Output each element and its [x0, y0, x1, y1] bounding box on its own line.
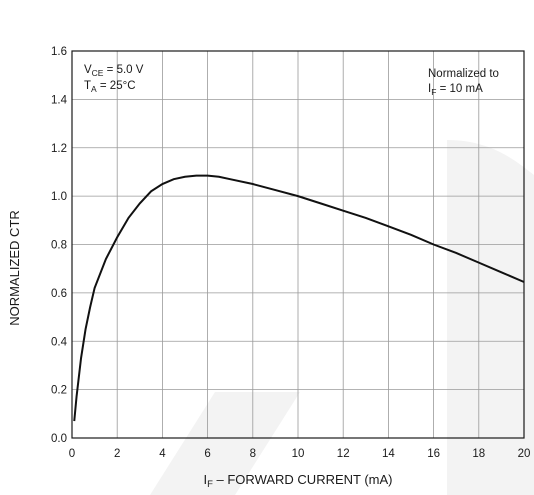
normalization-line2: IF = 10 mA	[428, 83, 483, 97]
conditions-ta: TA = 25°C	[84, 80, 136, 94]
series-line-normalized-ctr	[73, 174, 525, 422]
x-tick-label: 8	[250, 448, 256, 460]
conditions-vce: VCE = 5.0 V	[84, 64, 144, 78]
x-tick-label: 6	[204, 448, 210, 460]
y-tick-label: 0.0	[51, 433, 67, 445]
normalization-line1: Normalized to	[428, 68, 499, 80]
x-tick-label: 18	[472, 448, 485, 460]
y-tick-labels: 0.0 0.2 0.4 0.6 0.8 1.0 1.2 1.4 1.6	[51, 46, 68, 445]
x-tick-label: 20	[518, 448, 531, 460]
y-tick-label: 0.6	[51, 288, 67, 300]
y-tick-label: 0.4	[51, 336, 68, 348]
x-axis-title: IF – FORWARD CURRENT (mA)	[203, 472, 392, 490]
x-tick-label: 14	[382, 448, 395, 460]
x-tick-label: 4	[159, 448, 166, 460]
y-tick-label: 0.2	[51, 385, 67, 397]
x-tick-label: 16	[427, 448, 440, 460]
normalization-annotation: Normalized to IF = 10 mA	[428, 68, 499, 97]
conditions-annotation: VCE = 5.0 V TA = 25°C	[84, 64, 144, 94]
x-tick-label: 2	[114, 448, 120, 460]
y-tick-label: 1.4	[51, 94, 68, 106]
y-axis-title: NORMALIZED CTR	[7, 210, 22, 326]
y-tick-label: 1.2	[51, 143, 67, 155]
y-tick-label: 1.0	[51, 191, 67, 203]
x-tick-label: 10	[292, 448, 305, 460]
x-tick-labels: 0 2 4 6 8 10 12 14 16 18 20	[69, 448, 531, 460]
x-tick-label: 0	[69, 448, 75, 460]
y-tick-label: 1.6	[51, 46, 67, 58]
watermark	[150, 140, 534, 495]
y-tick-label: 0.8	[51, 240, 67, 252]
x-tick-label: 12	[337, 448, 350, 460]
plot-frame	[71, 50, 525, 439]
